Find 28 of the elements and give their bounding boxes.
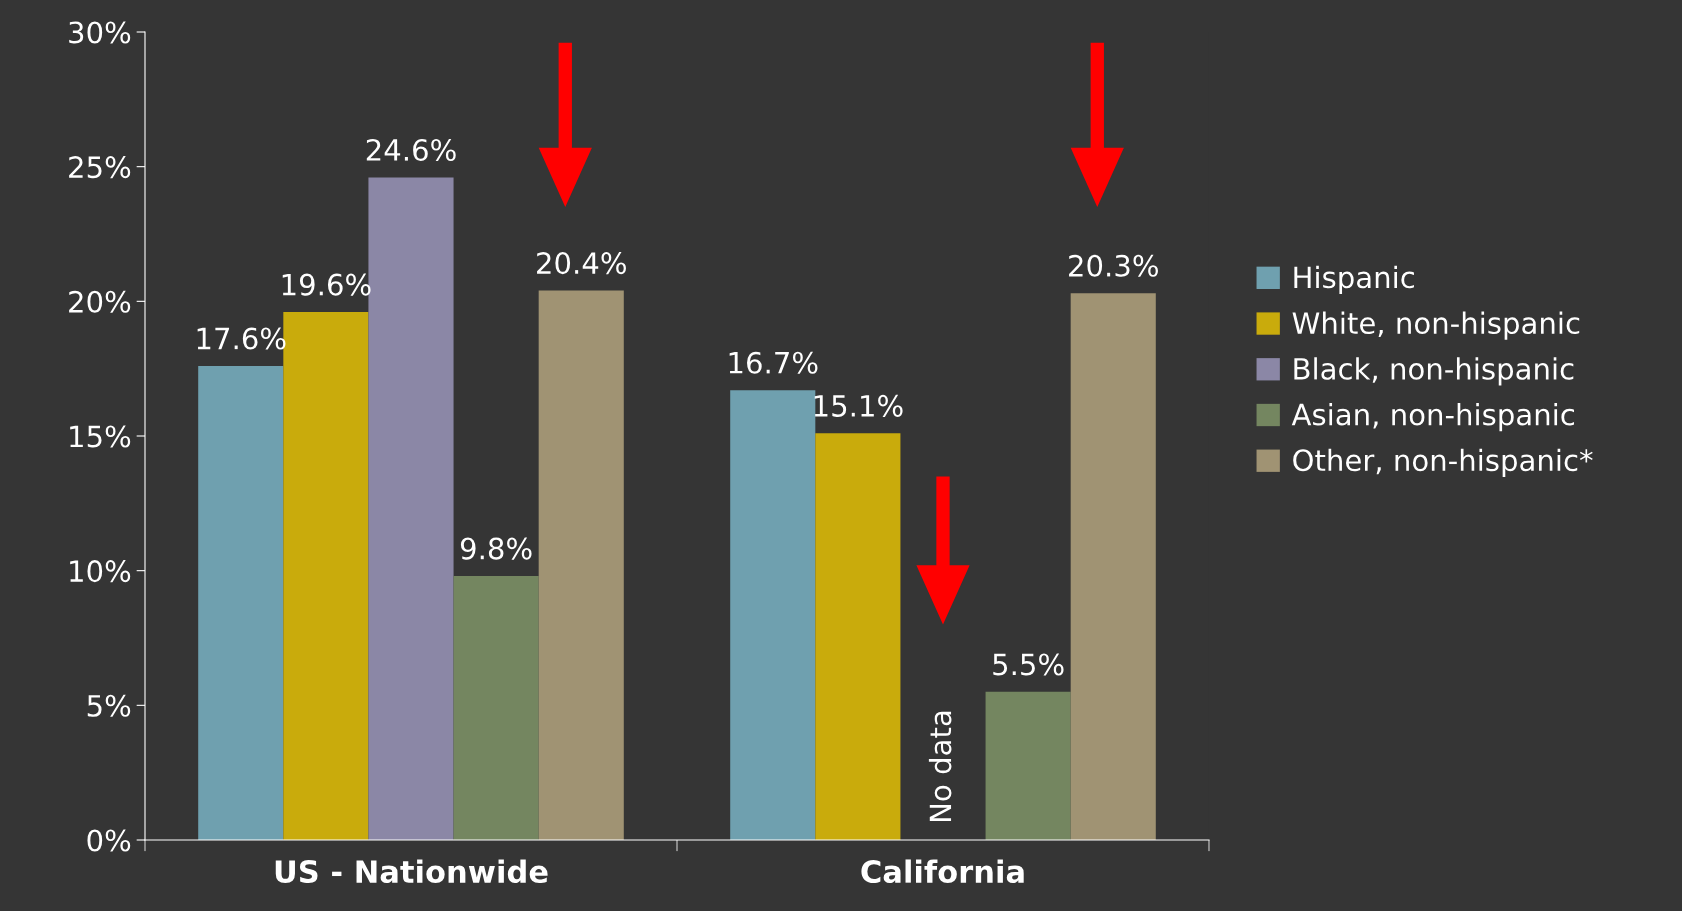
y-tick-label: 25%: [69, 156, 131, 179]
data-label: 20.4%: [537, 252, 626, 275]
bar: [538, 290, 624, 840]
data-label: 16.7%: [729, 351, 818, 374]
annotation: No data: [928, 711, 952, 821]
data-label: 20.3%: [1069, 254, 1158, 277]
legend-label: Black, non-hispanic: [1294, 357, 1574, 386]
y-tick-label: 10%: [70, 560, 131, 583]
bar: [730, 390, 816, 840]
data-label: 24.6%: [366, 138, 456, 162]
y-tick-label: 0%: [87, 829, 131, 852]
y-tick-label: 15%: [70, 425, 131, 448]
x-tick-label: US - Nationwide: [275, 859, 548, 884]
y-tick-label: 30%: [69, 21, 131, 44]
bar: [815, 433, 901, 840]
bar: [985, 691, 1071, 840]
y-tick-label: 20%: [69, 290, 131, 313]
legend-label: Other, non-hispanic*: [1293, 448, 1593, 477]
data-label: 5.5%: [993, 653, 1064, 676]
y-tick-label: 5%: [87, 694, 131, 717]
data-label: 9.8%: [460, 537, 532, 560]
x-tick-label: California: [861, 859, 1024, 884]
bar: [453, 576, 539, 840]
legend-label: Asian, non-hispanic: [1291, 402, 1575, 432]
bar: [1070, 293, 1156, 840]
legend-label: Hispanic: [1294, 265, 1414, 295]
legend-label: White, non-hispanic: [1292, 311, 1580, 340]
bar: [198, 365, 284, 840]
